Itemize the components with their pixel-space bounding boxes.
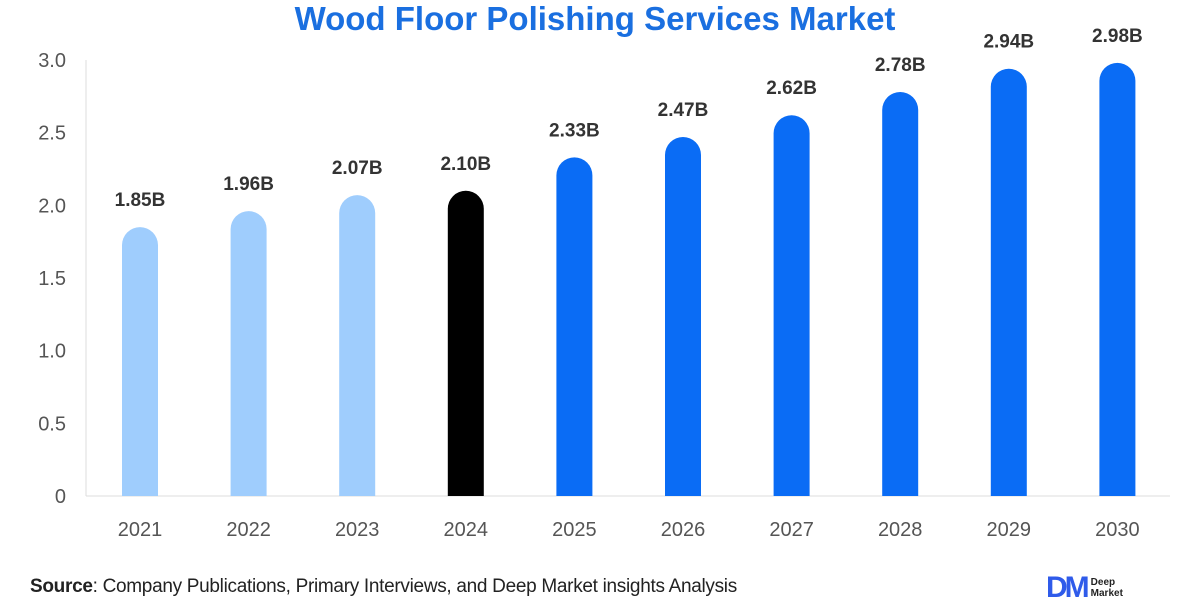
bar (882, 91, 919, 497)
data-label: 2.47B (658, 100, 709, 121)
x-tick-label: 2024 (444, 519, 489, 541)
y-tick-label: 1.5 (38, 268, 66, 290)
bar (990, 68, 1027, 497)
bar (230, 211, 267, 496)
logo-line2: Market (1090, 588, 1123, 599)
x-tick-label: 2023 (335, 519, 380, 541)
data-label: 2.07B (332, 158, 383, 179)
chart-title: Wood Floor Polishing Services Market (294, 0, 896, 37)
data-label: 2.78B (875, 55, 926, 76)
bar (339, 195, 376, 496)
x-tick-label: 2027 (769, 519, 814, 541)
x-tick-label: 2021 (118, 519, 163, 541)
logo-mark: DM (1046, 571, 1090, 604)
y-tick-label: 0.5 (38, 413, 66, 435)
x-tick-label: 2030 (1095, 519, 1140, 541)
y-tick-label: 2.0 (38, 195, 66, 217)
logo-line1: Deep (1090, 577, 1116, 588)
bar (447, 190, 484, 497)
x-tick-label: 2029 (987, 519, 1032, 541)
bar (1099, 62, 1136, 496)
x-tick-label: 2028 (878, 519, 923, 541)
x-tick-label: 2026 (661, 519, 706, 541)
data-label: 2.98B (1092, 26, 1143, 47)
data-label: 2.94B (983, 32, 1034, 53)
source-label: Source (30, 576, 93, 597)
data-label: 2.10B (440, 154, 491, 175)
bar (773, 115, 810, 496)
x-tick-label: 2025 (552, 519, 597, 541)
y-tick-label: 0 (55, 486, 66, 508)
source-note: Source: Company Publications, Primary In… (30, 576, 737, 598)
y-tick-label: 1.0 (38, 341, 66, 363)
source-text: : Company Publications, Primary Intervie… (92, 576, 738, 597)
data-label: 2.33B (549, 120, 600, 141)
x-tick-label: 2022 (226, 519, 271, 541)
bar (556, 157, 593, 496)
bar-chart: 0 0.5 1.0 1.5 2.0 2.5 3.0 1.85B 2021 1.96B 2022 2.0… (38, 26, 1170, 541)
data-label: 1.85B (115, 190, 166, 211)
data-label: 1.96B (223, 174, 274, 195)
y-tick-label: 3.0 (38, 50, 66, 72)
bar (122, 227, 158, 496)
data-label: 2.62B (766, 78, 817, 99)
bar (665, 137, 701, 496)
logo: DM Deep Market (1046, 573, 1123, 603)
y-tick-label: 2.5 (38, 123, 66, 145)
